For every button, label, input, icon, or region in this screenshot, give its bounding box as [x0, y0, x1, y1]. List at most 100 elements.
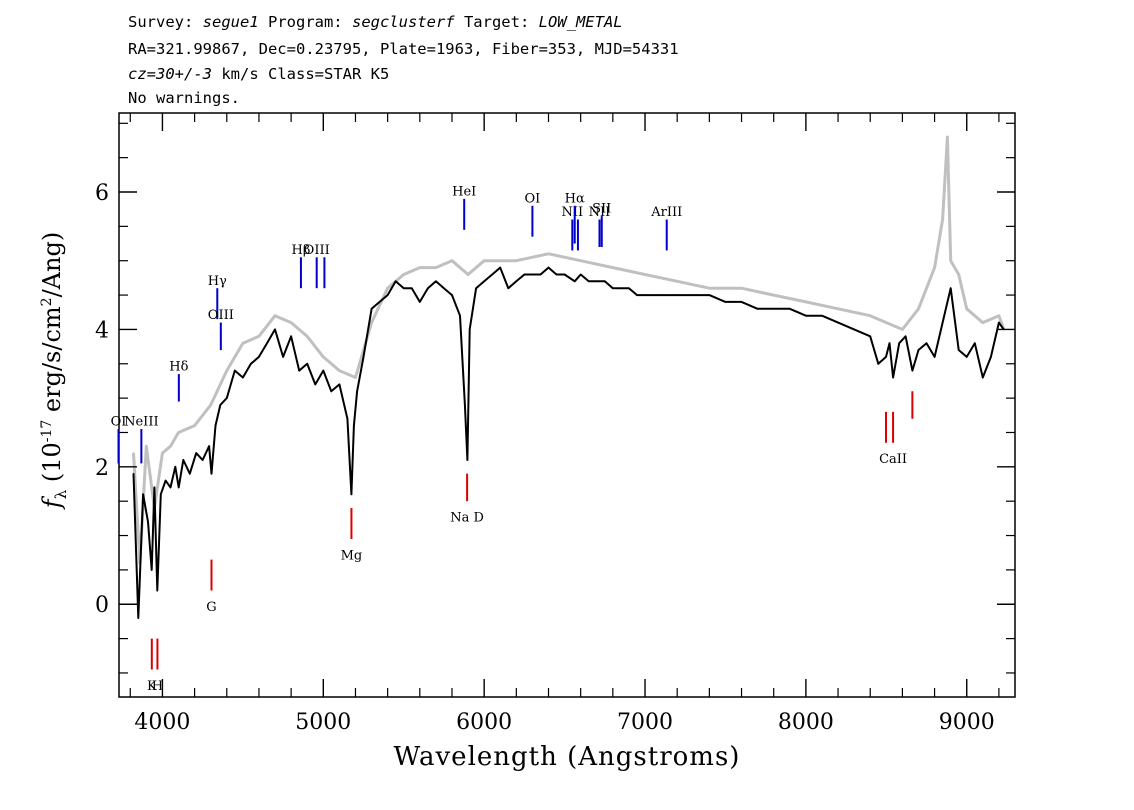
flux-point: [210, 472, 213, 475]
line-label: Mg: [341, 548, 363, 563]
flux-point: [604, 280, 606, 283]
flux-point: [821, 314, 823, 317]
target-label: Target:: [454, 13, 539, 31]
flux-point: [965, 356, 968, 358]
noise-point: [946, 136, 949, 138]
flux-point: [885, 356, 887, 358]
flux-point: [234, 369, 236, 372]
y-tick-label: 6: [95, 181, 109, 206]
noise-point: [772, 294, 775, 296]
noise-point: [957, 273, 960, 276]
noise-point: [483, 259, 486, 262]
line-label: HeI: [452, 184, 476, 199]
noise-point: [917, 308, 920, 310]
y-tick-label: 2: [95, 456, 109, 481]
flux-point: [394, 280, 397, 283]
noise-point: [354, 376, 357, 379]
flux-point: [214, 424, 217, 427]
flux-point: [459, 314, 461, 317]
noise-point: [370, 321, 373, 324]
x-tick-label: 7000: [617, 710, 673, 735]
flux-point: [573, 280, 576, 283]
x-tick-label: 9000: [939, 710, 995, 735]
noise-point: [226, 369, 228, 372]
flux-point: [523, 273, 526, 276]
flux-point: [904, 335, 907, 338]
flux-point: [974, 342, 976, 345]
noise-point: [515, 259, 518, 262]
noise-point: [837, 308, 839, 310]
flux-point: [587, 280, 590, 283]
flux-point: [266, 342, 268, 345]
flux-point: [998, 321, 1000, 324]
line-label: SII: [592, 202, 611, 217]
flux-point: [282, 356, 284, 358]
flux-point: [636, 294, 638, 296]
x-axis-label: Wavelength (Angstroms): [393, 742, 741, 772]
flux-point: [877, 363, 880, 365]
survey-label: Survey:: [128, 13, 203, 31]
flux-point: [740, 301, 743, 303]
line-label: Na D: [450, 510, 484, 525]
flux-point: [147, 521, 149, 523]
class-text: km/s Class=STAR K5: [212, 65, 390, 83]
noise-point: [965, 308, 968, 310]
flux-point: [330, 390, 333, 393]
flux-point: [941, 321, 944, 324]
flux-point: [507, 287, 510, 290]
line-label: Hγ: [208, 274, 227, 289]
y-tick-label: 0: [95, 593, 109, 618]
header-line-1: Survey: segue1 Program: segclusterf Targ…: [128, 11, 623, 33]
header-line-2: RA=321.99867, Dec=0.23795, Plate=1963, F…: [128, 40, 679, 58]
flux-point: [201, 459, 204, 461]
flux-point: [290, 335, 292, 338]
noise-point: [451, 259, 453, 262]
flux-point: [949, 287, 952, 290]
noise-point: [145, 445, 148, 448]
flux-point: [990, 356, 992, 358]
noise-point: [386, 287, 389, 290]
flux-point: [402, 287, 405, 290]
flux-point: [805, 314, 807, 317]
flux-point: [378, 301, 381, 303]
flux-point: [174, 466, 177, 468]
x-tick-label: 4000: [134, 710, 190, 735]
flux-point: [772, 308, 775, 310]
line-label: ArIII: [650, 205, 682, 220]
flux-point: [353, 424, 355, 427]
noise-point: [322, 356, 325, 358]
noise-point: [998, 314, 1000, 317]
flux-point: [160, 493, 162, 496]
survey-value: segue1: [202, 13, 259, 31]
flux-point: [911, 369, 914, 372]
flux-point: [837, 321, 839, 324]
line-label: CaII: [879, 452, 907, 467]
flux-point: [853, 328, 855, 331]
flux-point: [547, 266, 550, 269]
flux-point: [242, 376, 244, 379]
noise-point: [419, 266, 421, 269]
flux-point: [411, 287, 413, 290]
noise-point: [805, 301, 807, 303]
noise-point: [258, 335, 260, 338]
line-label: NII: [589, 205, 611, 220]
flux-point: [419, 301, 421, 303]
flux-point: [499, 266, 502, 269]
header-line-3: cz=30+/-3 km/s Class=STAR K5: [128, 63, 389, 85]
noise-point: [676, 280, 678, 283]
noise-point: [933, 266, 936, 269]
x-tick-label: 8000: [778, 710, 834, 735]
noise-point: [290, 321, 292, 324]
target-value: LOW_METAL: [538, 13, 623, 31]
flux-point: [132, 472, 135, 475]
flux-point: [370, 308, 373, 310]
flux-point: [724, 301, 727, 303]
flux-point: [274, 328, 276, 331]
flux-point: [156, 589, 159, 592]
program-value: segclusterf: [351, 13, 455, 31]
flux-point: [917, 349, 920, 351]
noise-point: [885, 321, 888, 324]
noise-point: [612, 266, 614, 269]
line-label: NeIII: [124, 415, 158, 430]
